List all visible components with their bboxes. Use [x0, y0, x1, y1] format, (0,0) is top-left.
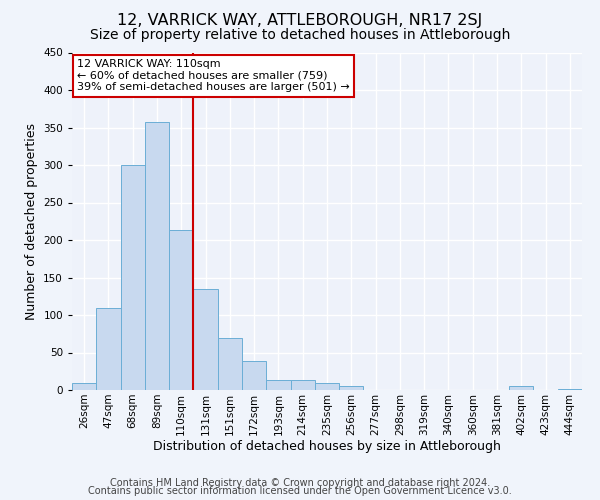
- Text: Size of property relative to detached houses in Attleborough: Size of property relative to detached ho…: [90, 28, 510, 42]
- X-axis label: Distribution of detached houses by size in Attleborough: Distribution of detached houses by size …: [153, 440, 501, 454]
- Text: 12 VARRICK WAY: 110sqm
← 60% of detached houses are smaller (759)
39% of semi-de: 12 VARRICK WAY: 110sqm ← 60% of detached…: [77, 59, 350, 92]
- Bar: [218, 338, 242, 390]
- Bar: [266, 380, 290, 390]
- Bar: [290, 380, 315, 390]
- Bar: [509, 386, 533, 390]
- Text: 12, VARRICK WAY, ATTLEBOROUGH, NR17 2SJ: 12, VARRICK WAY, ATTLEBOROUGH, NR17 2SJ: [118, 12, 482, 28]
- Bar: [193, 289, 218, 390]
- Bar: [72, 383, 96, 390]
- Text: Contains public sector information licensed under the Open Government Licence v3: Contains public sector information licen…: [88, 486, 512, 496]
- Bar: [169, 230, 193, 390]
- Text: Contains HM Land Registry data © Crown copyright and database right 2024.: Contains HM Land Registry data © Crown c…: [110, 478, 490, 488]
- Bar: [96, 308, 121, 390]
- Y-axis label: Number of detached properties: Number of detached properties: [25, 122, 38, 320]
- Bar: [121, 165, 145, 390]
- Bar: [558, 388, 582, 390]
- Bar: [339, 386, 364, 390]
- Bar: [145, 122, 169, 390]
- Bar: [315, 383, 339, 390]
- Bar: [242, 361, 266, 390]
